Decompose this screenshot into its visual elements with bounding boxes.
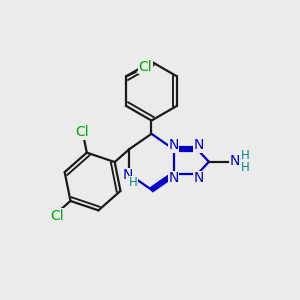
Text: N: N xyxy=(168,171,179,185)
Text: N: N xyxy=(194,138,204,152)
Text: H: H xyxy=(241,149,250,162)
Text: N: N xyxy=(194,171,204,185)
Text: N: N xyxy=(230,154,240,168)
Text: H: H xyxy=(128,176,137,189)
Text: H: H xyxy=(241,161,250,174)
Text: Cl: Cl xyxy=(50,209,64,223)
Text: N: N xyxy=(168,138,179,152)
Text: Cl: Cl xyxy=(75,125,89,139)
Text: N: N xyxy=(123,168,133,182)
Text: Cl: Cl xyxy=(138,60,152,74)
